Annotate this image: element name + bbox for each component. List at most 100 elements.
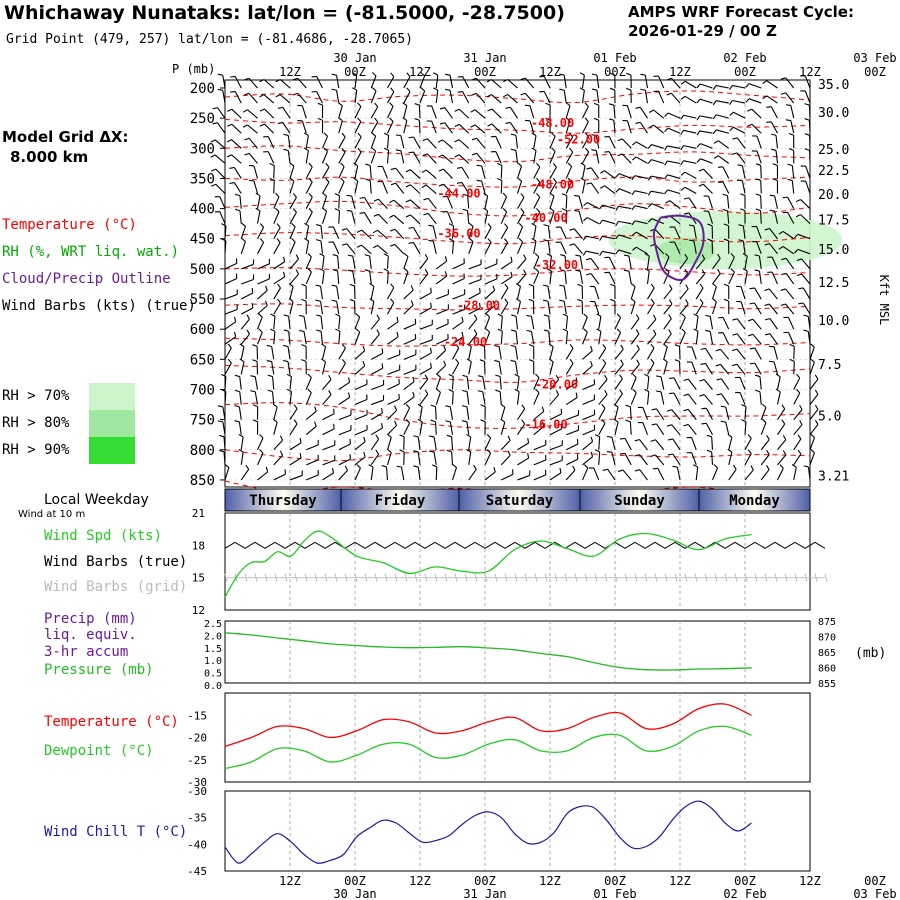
wind-barb-shaft: [446, 196, 454, 209]
wind-barb-flag: [794, 249, 799, 254]
wind-barb-shaft: [240, 346, 245, 360]
wind-barb-shaft: [752, 333, 762, 345]
wind-barb: [435, 271, 448, 285]
wind-barb: [510, 148, 519, 164]
wind-barb-shaft: [695, 331, 699, 345]
wind-barb-shaft: [732, 99, 746, 104]
wind-barb-flag: [275, 94, 281, 98]
wind-barb-shaft: [793, 424, 803, 436]
wind-barb: [451, 463, 458, 481]
wind-barb-flag: [520, 193, 525, 198]
wind-barb: [559, 73, 567, 89]
wind-barb: [364, 269, 372, 285]
wind-barb: [470, 124, 486, 134]
wind-barb-shaft: [809, 361, 815, 375]
wind-barb: [610, 283, 616, 300]
wind-barb: [700, 347, 713, 360]
wind-barb: [755, 163, 762, 179]
wind-barb-shaft: [548, 331, 551, 345]
wind-barb: [289, 452, 302, 466]
wind-barb-flag: [775, 373, 781, 378]
wind-barb-flag: [325, 178, 330, 183]
wind-barb-shaft: [354, 121, 362, 134]
wind-barb: [771, 133, 779, 149]
wind-barb-flag: [304, 237, 309, 242]
wind-barb-shaft: [305, 196, 313, 209]
wind-barb-shaft: [451, 391, 454, 405]
wind-barb: [257, 223, 265, 239]
wind-barb-shaft: [320, 225, 324, 239]
wind-barb-flag: [647, 159, 652, 164]
wind-barb: [479, 359, 486, 375]
wind-barb-flag: [259, 123, 265, 127]
wind-barb: [722, 208, 730, 224]
wind-barb: [728, 464, 737, 481]
wind-barb-flag: [656, 375, 662, 378]
wind-barb-flag: [439, 107, 445, 110]
wind-barb: [589, 285, 600, 300]
wind-barb: [304, 222, 310, 239]
wind-barb-shaft: [500, 406, 506, 420]
wind-barb-flag: [428, 224, 434, 227]
wind-barb-flag: [516, 298, 521, 302]
wind-barb-shaft: [336, 90, 340, 104]
wind-barb: [599, 219, 616, 225]
wind-barb: [435, 360, 447, 375]
wind-barb-shaft: [793, 409, 803, 420]
wind-barb-shaft: [711, 467, 719, 481]
wind-barb-shaft: [515, 361, 519, 375]
wind-barb-flag: [510, 148, 517, 152]
wind-barb-flag: [780, 77, 786, 80]
wind-barb-flag: [555, 390, 560, 396]
wind-barb: [408, 151, 421, 164]
wind-barb: [445, 73, 454, 89]
wind-barb-flag: [761, 418, 767, 423]
wind-barb-shaft: [370, 453, 380, 466]
wind-barb-flag: [769, 194, 775, 197]
wind-barb-shaft: [432, 225, 437, 239]
wind-barb-flag: [521, 404, 526, 410]
wind-barb-flag: [275, 192, 280, 198]
wind-barb-flag: [376, 329, 380, 335]
wind-barb-flag: [634, 454, 640, 457]
wind-barb: [286, 388, 293, 405]
wind-barb-flag: [408, 151, 414, 154]
wind-barb-shaft: [352, 271, 356, 285]
wind-barb: [484, 467, 496, 481]
wind-barb-shaft: [240, 318, 250, 330]
wind-barb: [789, 343, 795, 360]
wind-barb: [764, 288, 778, 300]
wind-barb-shaft: [768, 303, 778, 315]
wind-barb-flag: [497, 328, 503, 332]
wind-barb: [738, 239, 746, 254]
wind-barb: [354, 117, 362, 134]
wind-barb: [712, 114, 729, 120]
wind-barb-shaft: [674, 241, 681, 255]
wind-barb-flag: [674, 359, 680, 362]
wind-barb-shaft: [240, 333, 250, 345]
wind-barb-shaft: [582, 136, 590, 149]
wind-barb: [543, 239, 551, 254]
wind-barb-shaft: [233, 182, 242, 194]
wind-barb-flag: [286, 373, 292, 378]
wind-barb: [588, 467, 600, 481]
wind-barb-flag: [631, 141, 637, 146]
wind-barb: [800, 75, 811, 89]
wind-barb: [354, 345, 366, 360]
wind-barb-flag: [480, 404, 486, 408]
wind-barb: [483, 192, 489, 209]
wind-barb: [647, 175, 664, 181]
wind-barb-flag: [664, 145, 668, 151]
wind-barb-flag: [780, 92, 786, 95]
wind-barb: [647, 144, 664, 149]
wind-barb-flag: [341, 228, 347, 231]
wind-barb-flag: [541, 406, 545, 412]
wind-barb: [539, 90, 551, 104]
wind-barb-shaft: [805, 181, 811, 194]
wind-barb-shaft: [582, 399, 595, 406]
wind-barb-shaft: [321, 255, 325, 269]
wind-barb-shaft: [305, 392, 312, 405]
wind-barb: [644, 373, 650, 390]
wind-barb-flag: [521, 419, 526, 425]
wind-barb-flag: [445, 420, 451, 423]
